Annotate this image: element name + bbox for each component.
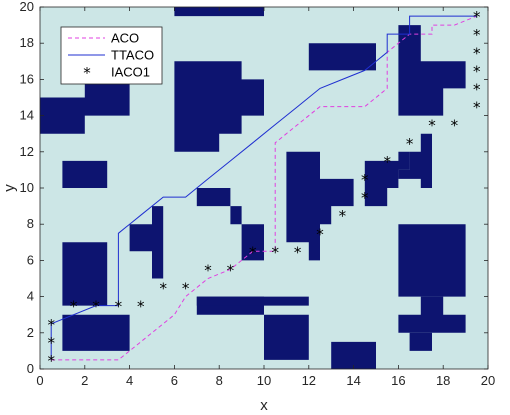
iaco1-marker: *	[294, 243, 302, 261]
obstacle-8	[364, 151, 410, 207]
iaco1-marker: *	[92, 298, 100, 316]
y-tick-label: 14	[20, 108, 34, 123]
x-tick-label: 10	[257, 373, 271, 388]
obstacle-10	[196, 188, 264, 261]
iaco1-marker: *	[451, 117, 459, 135]
x-tick-label: 20	[481, 373, 495, 388]
iaco1-marker: *	[473, 26, 481, 44]
y-tick-label: 2	[27, 325, 34, 340]
x-tick-label: 2	[81, 373, 88, 388]
iaco1-marker: *	[473, 8, 481, 26]
iaco1-marker: *	[47, 334, 55, 352]
iaco1-marker: *	[70, 298, 78, 316]
obstacle-1	[40, 79, 130, 134]
obstacle-5	[308, 43, 376, 71]
iaco1-marker: *	[47, 316, 55, 334]
iaco1-marker: *	[227, 261, 235, 279]
y-tick-label: 20	[20, 0, 34, 14]
legend-aco-label: ACO	[111, 31, 139, 46]
iaco1-marker: *	[115, 298, 123, 316]
iaco1-marker: *	[383, 153, 391, 171]
obstacle-6	[398, 25, 466, 116]
obstacle-19	[398, 224, 466, 297]
obstacle-15	[196, 296, 309, 306]
iaco1-marker: *	[159, 280, 167, 298]
x-tick-label: 6	[171, 373, 178, 388]
y-tick-label: 10	[20, 180, 34, 195]
y-tick-label: 0	[27, 361, 34, 376]
y-tick-label: 16	[20, 71, 34, 86]
x-tick-label: 8	[216, 373, 223, 388]
iaco1-marker: *	[339, 207, 347, 225]
obstacle-3	[174, 7, 264, 17]
tick-layer: 0 2 4 6 8 10 12 14 16 18 20 0 2 4 6 8 10 12 14 16 18 20	[20, 0, 496, 388]
iaco1-marker: *	[428, 117, 436, 135]
iaco1-marker: *	[473, 44, 481, 62]
iaco1-marker: *	[204, 261, 212, 279]
x-tick-label: 0	[36, 373, 43, 388]
y-tick-label: 6	[27, 252, 34, 267]
obstacle-13	[62, 314, 130, 351]
obstacle-12	[62, 242, 108, 306]
iaco1-marker: *	[473, 62, 481, 80]
iaco1-marker: *	[47, 352, 55, 370]
iaco1-marker: *	[473, 99, 481, 117]
obstacle-16	[331, 341, 376, 369]
series-layer	[50, 15, 477, 361]
x-axis-label: x	[260, 397, 268, 414]
obstacle-9	[398, 133, 432, 188]
x-tick-label: 14	[346, 373, 360, 388]
y-tick-label: 18	[20, 35, 34, 50]
legend: ACO TTACO * IACO1	[60, 26, 163, 85]
y-tick-label: 4	[27, 289, 34, 304]
iaco1-marker: *	[182, 280, 190, 298]
iaco1-marker: *	[406, 135, 414, 153]
obstacle-14	[196, 296, 309, 360]
iaco1-marker: *	[137, 298, 145, 316]
x-tick-label: 12	[302, 373, 316, 388]
ttaco-path	[50, 15, 477, 360]
x-tick-label: 16	[391, 373, 405, 388]
x-tick-label: 18	[436, 373, 450, 388]
obstacle-4	[174, 61, 264, 152]
legend-iaco1-marker: *	[83, 64, 91, 82]
iaco1-marker: *	[249, 243, 257, 261]
obstacle-7	[286, 151, 354, 261]
obstacle-11	[129, 206, 175, 279]
obstacle-2	[62, 160, 108, 188]
iaco1-marker: *	[361, 171, 369, 189]
obstacle-layer	[40, 7, 466, 369]
y-tick-label: 12	[20, 144, 34, 159]
iaco1-marker: *	[316, 225, 324, 243]
iaco1-marker: *	[361, 189, 369, 207]
aco-path	[51, 15, 477, 361]
legend-ttaco-label: TTACO	[111, 48, 154, 63]
iaco1-marker: *	[473, 80, 481, 98]
iaco1-marker: *	[271, 243, 279, 261]
marker-layer: **** * * ** ** ** * ******** *******	[47, 8, 481, 370]
y-tick-label: 8	[27, 216, 34, 231]
y-axis-label: y	[1, 184, 18, 192]
obstacle-17	[398, 296, 466, 333]
obstacle-18	[409, 332, 432, 351]
legend-iaco1-label: IACO1	[111, 65, 150, 80]
x-tick-label: 4	[126, 373, 133, 388]
